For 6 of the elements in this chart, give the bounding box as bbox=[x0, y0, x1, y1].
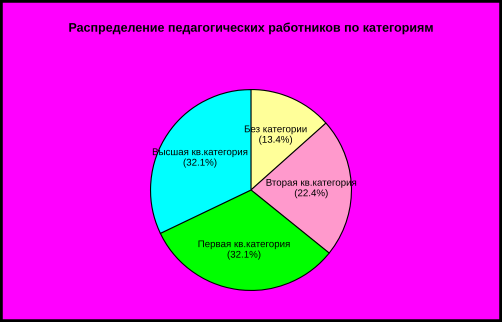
data-label: (22.4%) bbox=[294, 189, 328, 198]
data-label: (32.1%) bbox=[228, 250, 260, 260]
data-label: (32.1%) bbox=[184, 158, 216, 168]
data-label: (13.4%) bbox=[259, 136, 292, 145]
chart-title: Распределение педагогических работников по категориям bbox=[69, 22, 433, 34]
slice-label: Первая кв.категория bbox=[198, 240, 290, 250]
